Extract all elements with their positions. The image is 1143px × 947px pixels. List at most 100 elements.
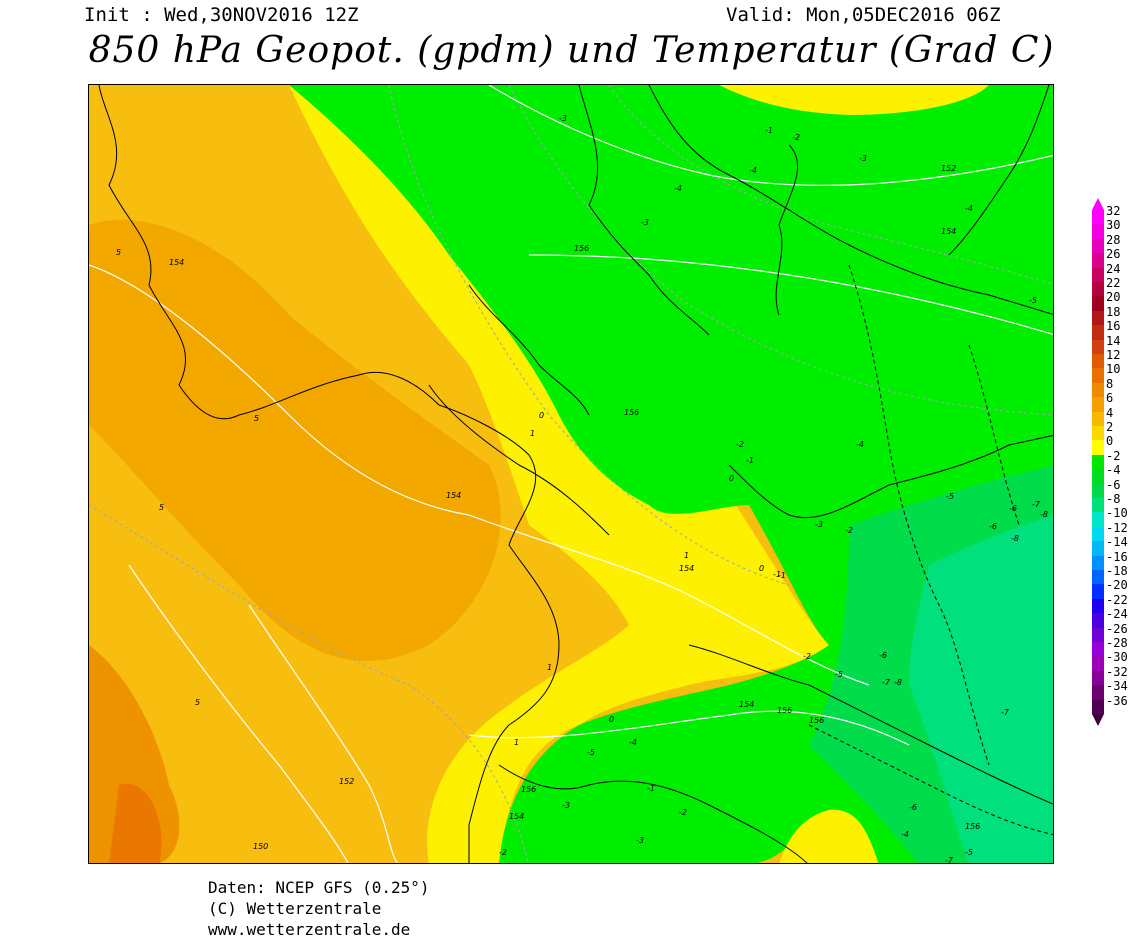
temp-minus-8-region (909, 515, 1053, 863)
temp-label: 0 (759, 564, 764, 573)
temp-label: -7 (882, 678, 891, 687)
legend-label: -32 (1106, 664, 1128, 679)
legend-row: -6 (1090, 478, 1140, 498)
temp-0-2-region (289, 85, 829, 863)
legend-swatch (1092, 354, 1104, 369)
legend-row: 18 (1090, 305, 1140, 326)
geopot-label: 152 (339, 777, 354, 786)
temp-0-2-south (779, 809, 879, 863)
legend-label: -34 (1106, 679, 1128, 694)
credits-copyright: (C) Wetterzentrale (208, 899, 382, 918)
legend-label: -36 (1106, 693, 1128, 708)
geopot-label: 156 (777, 706, 792, 715)
legend-label: 10 (1106, 362, 1121, 377)
legend-label: -26 (1106, 621, 1128, 636)
temp-6-8-region (89, 645, 180, 863)
legend-swatch (1092, 656, 1104, 671)
temp-label: -4 (901, 830, 909, 839)
temp-4-6-region (89, 219, 501, 662)
credits-url[interactable]: www.wetterzentrale.de (208, 920, 411, 939)
legend-row: -28 (1090, 636, 1140, 657)
geopot-label: 154 (509, 812, 524, 821)
legend-label: -12 (1106, 520, 1128, 535)
legend-label: -8 (1106, 492, 1121, 506)
legend-label: -18 (1106, 564, 1128, 578)
isotherm-lines (89, 85, 1053, 863)
legend-swatch (1092, 642, 1104, 657)
temp-label: -3 (636, 836, 644, 845)
legend-label: -28 (1106, 636, 1128, 650)
temp-label: -6 (909, 803, 917, 812)
legend-row: 8 (1090, 377, 1140, 398)
legend-row: 32 (1090, 204, 1140, 225)
legend-swatch (1092, 368, 1104, 383)
legend-label: 14 (1106, 333, 1121, 348)
geopot-label: 154 (446, 491, 461, 500)
zero-label: 1 (547, 663, 552, 672)
geopot-labels: 152 154 156 156 154 154 156 156 154 152 … (169, 164, 980, 851)
temp-label: -8 (894, 678, 902, 687)
legend-swatch (1092, 598, 1104, 614)
temp-label: -2 (499, 848, 507, 857)
temp-label: -4 (629, 738, 637, 747)
temp-label: 5 (116, 248, 121, 257)
temp-label: -1 (773, 570, 781, 579)
temp-label: -4 (674, 184, 682, 193)
temp-label: -5 (965, 848, 973, 857)
geopot-label: 156 (809, 716, 824, 725)
legend-row: -10 (1090, 506, 1140, 527)
legend-swatch (1092, 253, 1104, 268)
legend-swatch (1092, 627, 1104, 642)
temp-label: -3 (562, 801, 570, 810)
temp-label: -4 (749, 166, 757, 175)
legend-swatch (1092, 555, 1104, 570)
legend-label: -14 (1106, 535, 1128, 550)
temp-label: -1 (765, 126, 773, 135)
legend-label: 28 (1106, 232, 1121, 247)
temp-label: 5 (159, 503, 164, 512)
temp-label: -2 (845, 526, 853, 535)
legend-swatch (1092, 526, 1104, 542)
zero-label: 0 (609, 715, 614, 724)
legend-row: -20 (1090, 578, 1140, 599)
geopot-label: 156 (521, 785, 536, 794)
legend-label: -30 (1106, 650, 1128, 665)
legend-swatch (1092, 512, 1104, 527)
legend-swatch (1092, 310, 1104, 326)
legend-row: -18 (1090, 564, 1140, 585)
legend-label: 24 (1106, 261, 1121, 276)
legend-swatch (1092, 440, 1104, 455)
legend-label: -16 (1106, 549, 1128, 564)
legend-swatch (1092, 584, 1104, 599)
temp-label: -6 (989, 522, 997, 531)
temp-label: -1 (647, 784, 655, 793)
legend-row: -34 (1090, 679, 1140, 700)
legend-label: 0 (1106, 434, 1114, 449)
legend-row: 6 (1090, 391, 1140, 412)
geopotential-lines (89, 85, 1053, 863)
temp-0-2-north (719, 85, 989, 115)
temp-label: -2 (679, 808, 687, 817)
legend-label: -10 (1106, 506, 1128, 521)
legend-swatch (1092, 670, 1104, 686)
legend-swatch (1092, 210, 1104, 225)
temp-label: -2 (803, 652, 811, 661)
legend-row: 16 (1090, 319, 1140, 340)
geopot-label: 156 (624, 408, 639, 417)
legend-row: -14 (1090, 535, 1140, 556)
legend-label: 22 (1106, 276, 1121, 290)
legend-label: -24 (1106, 607, 1128, 622)
legend-swatch (1092, 454, 1104, 470)
zero-label: 1 (514, 738, 519, 747)
legend-row: -22 (1090, 593, 1140, 614)
legend-swatch (1092, 224, 1104, 239)
legend-row: 0 (1090, 434, 1140, 455)
legend-row: -24 (1090, 607, 1140, 628)
legend-label: -4 (1106, 463, 1121, 478)
legend-label: -22 (1106, 592, 1128, 607)
temp-label: -6 (1009, 504, 1017, 513)
temp-label: -2 (792, 133, 800, 142)
legend-bottom-arrow-icon (1092, 714, 1104, 726)
geopot-label: 154 (739, 700, 754, 709)
geopot-label: 154 (941, 227, 956, 236)
